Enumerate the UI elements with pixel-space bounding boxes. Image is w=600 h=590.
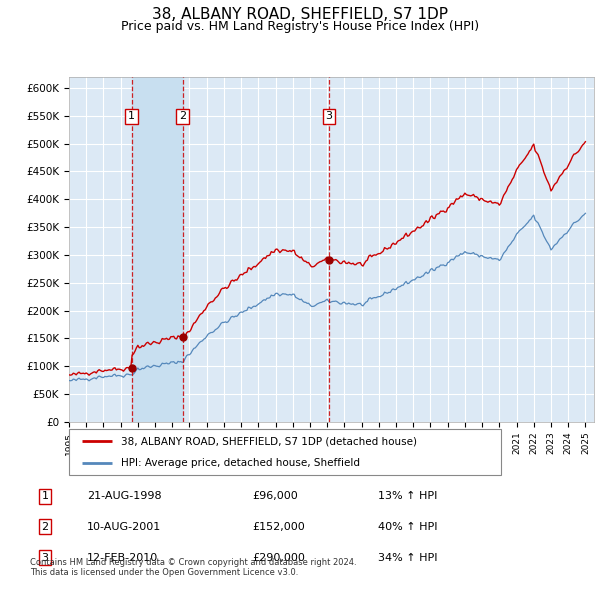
- Text: 1: 1: [128, 112, 135, 122]
- Bar: [132, 77, 182, 422]
- Text: 40% ↑ HPI: 40% ↑ HPI: [378, 522, 437, 532]
- Text: £290,000: £290,000: [252, 553, 305, 562]
- Text: 3: 3: [326, 112, 332, 122]
- Text: 21-AUG-1998: 21-AUG-1998: [87, 491, 161, 501]
- Text: £96,000: £96,000: [252, 491, 298, 501]
- Text: 3: 3: [41, 553, 49, 562]
- FancyBboxPatch shape: [69, 429, 501, 475]
- Text: 38, ALBANY ROAD, SHEFFIELD, S7 1DP (detached house): 38, ALBANY ROAD, SHEFFIELD, S7 1DP (deta…: [121, 437, 417, 447]
- Text: 1: 1: [41, 491, 49, 501]
- Text: Contains HM Land Registry data © Crown copyright and database right 2024.
This d: Contains HM Land Registry data © Crown c…: [30, 558, 356, 577]
- Text: 12-FEB-2010: 12-FEB-2010: [87, 553, 158, 562]
- Text: 2: 2: [41, 522, 49, 532]
- Text: HPI: Average price, detached house, Sheffield: HPI: Average price, detached house, Shef…: [121, 457, 360, 467]
- Text: £152,000: £152,000: [252, 522, 305, 532]
- Text: 13% ↑ HPI: 13% ↑ HPI: [378, 491, 437, 501]
- Text: 10-AUG-2001: 10-AUG-2001: [87, 522, 161, 532]
- Text: 34% ↑ HPI: 34% ↑ HPI: [378, 553, 437, 562]
- Text: Price paid vs. HM Land Registry's House Price Index (HPI): Price paid vs. HM Land Registry's House …: [121, 20, 479, 33]
- Text: 2: 2: [179, 112, 186, 122]
- Text: 38, ALBANY ROAD, SHEFFIELD, S7 1DP: 38, ALBANY ROAD, SHEFFIELD, S7 1DP: [152, 7, 448, 22]
